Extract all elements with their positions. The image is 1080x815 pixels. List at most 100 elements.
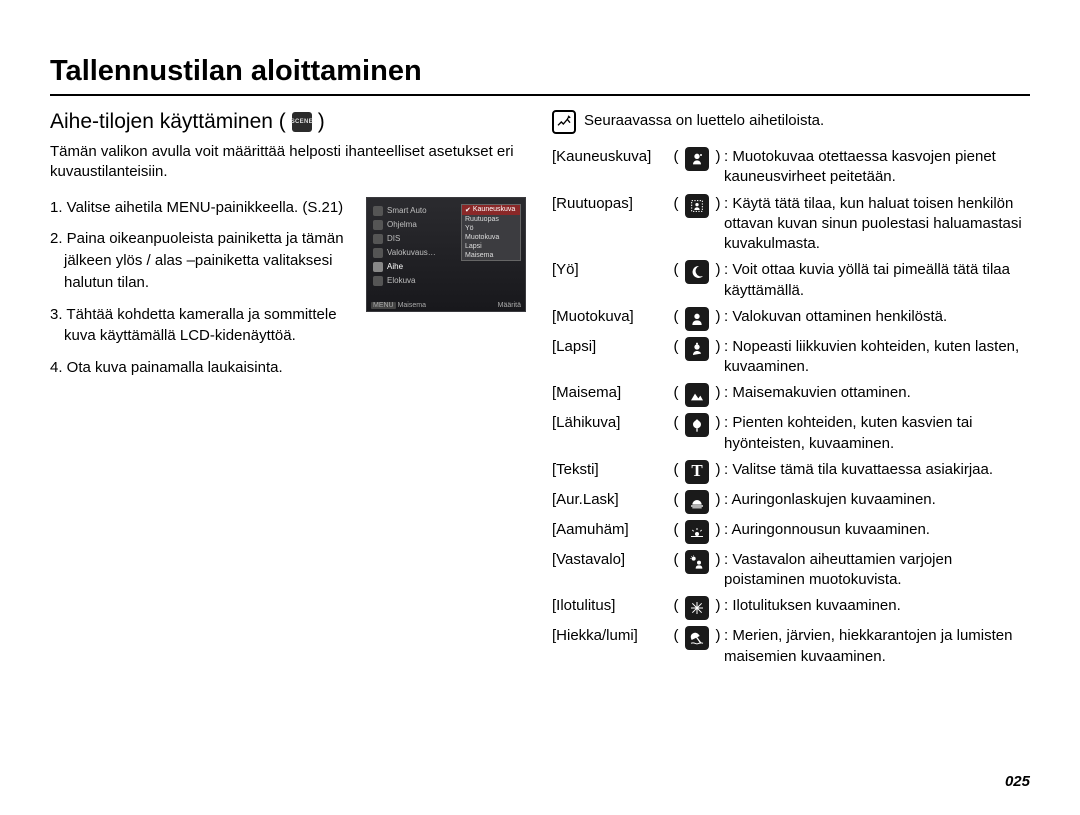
scene-description: : Voit ottaa kuvia yöllä tai pimeällä tä… [724,257,1030,304]
scene-row: [Vastavalo](): Vastavalon aiheuttamien v… [552,547,1030,594]
scene-icon-portrait [685,307,709,331]
scene-icon-guide [685,194,709,218]
paren-close: ) [712,257,724,304]
scene-row: [Ilotulitus](): Ilotulituksen kuvaaminen… [552,593,1030,623]
paren-close: ) [712,487,724,517]
paren-close: ) [712,457,724,487]
paren-open: ( [670,593,682,623]
ss-foot-left: Maisema [398,302,426,309]
ss-menu-hdr: Kauneuskuva [473,206,515,213]
ss-left-5: Elokuva [387,276,415,285]
scene-icon-closeup [685,413,709,437]
scene-row: [Hiekka/lumi](): Merien, järvien, hiekka… [552,623,1030,670]
scene-modes-table: [Kauneuskuva](): Muotokuvaa otettaessa k… [552,144,1030,670]
step-1: 1. Valitse aihetila MENU-painikkeella. (… [50,197,360,219]
scene-icon-night [685,260,709,284]
ss-menu-0: Ruutuopas [462,215,520,224]
step-2: 2. Paina oikeanpuoleista painiketta ja t… [50,228,360,293]
right-column: Seuraavassa on luettelo aihetiloista. [K… [552,110,1030,670]
page-number: 025 [1005,773,1030,790]
paren-open: ( [670,410,682,457]
paren-close: ) [712,547,724,594]
scene-label: [Hiekka/lumi] [552,623,670,670]
scene-label: [Aur.Lask] [552,487,670,517]
scene-icon-beauty [685,147,709,171]
scene-row: [Lapsi](): Nopeasti liikkuvien kohteiden… [552,334,1030,381]
ss-left-0: Smart Auto [387,206,427,215]
scene-label: [Vastavalo] [552,547,670,594]
scene-label: [Yö] [552,257,670,304]
paren-close: ) [712,304,724,334]
scene-label: [Lapsi] [552,334,670,381]
scene-icon-child [685,337,709,361]
scene-row: [Maisema](): Maisemakuvien ottaminen. [552,380,1030,410]
ss-menu-2: Muotokuva [462,233,520,242]
ss-menu-4: Maisema [462,251,520,260]
left-column: Aihe-tilojen käyttäminen ( SCENE ) Tämän… [50,110,530,670]
scene-description: : Ilotulituksen kuvaaminen. [724,593,1030,623]
paren-open: ( [670,457,682,487]
paren-open: ( [670,304,682,334]
scene-description: : Pienten kohteiden, kuten kasvien tai h… [724,410,1030,457]
paren-close: ) [712,144,724,191]
subtitle-close: ) [318,110,325,134]
paren-open: ( [670,144,682,191]
scene-description: : Valitse tämä tila kuvattaessa asiakirj… [724,457,1030,487]
scene-icon-sunset [685,490,709,514]
scene-row: [Teksti](T): Valitse tämä tila kuvattaes… [552,457,1030,487]
scene-description: : Auringonnousun kuvaaminen. [724,517,1030,547]
paren-open: ( [670,257,682,304]
ss-left-4: Aihe [387,262,403,271]
scene-icon-dawn [685,520,709,544]
scene-description: : Käytä tätä tilaa, kun haluat toisen he… [724,191,1030,258]
section-subtitle: Aihe-tilojen käyttäminen ( SCENE ) [50,110,530,134]
note-icon [552,110,576,134]
scene-label: [Muotokuva] [552,304,670,334]
scene-label: [Ilotulitus] [552,593,670,623]
ss-menu-1: Yö [462,224,520,233]
ss-left-3: Valokuvaus… [387,248,436,257]
paren-open: ( [670,380,682,410]
scene-row: [Ruutuopas](): Käytä tätä tilaa, kun hal… [552,191,1030,258]
scene-description: : Nopeasti liikkuvien kohteiden, kuten l… [724,334,1030,381]
scene-description: : Merien, järvien, hiekkarantojen ja lum… [724,623,1030,670]
scene-label: [Teksti] [552,457,670,487]
paren-open: ( [670,334,682,381]
scene-description: : Valokuvan ottaminen henkilöstä. [724,304,1030,334]
note-text: Seuraavassa on luettelo aihetiloista. [584,110,824,129]
scene-description: : Auringonlaskujen kuvaaminen. [724,487,1030,517]
ss-submenu: ✔Kauneuskuva Ruutuopas Yö Muotokuva Laps… [461,204,521,261]
page-title: Tallennustilan aloittaminen [50,55,1030,96]
scene-mode-icon: SCENE [292,112,312,132]
scene-description: : Muotokuvaa otettaessa kasvojen pienet … [724,144,1030,191]
paren-close: ) [712,623,724,670]
scene-row: [Yö](): Voit ottaa kuvia yöllä tai pimeä… [552,257,1030,304]
subtitle-text: Aihe-tilojen käyttäminen ( [50,110,286,134]
scene-label: [Lähikuva] [552,410,670,457]
scene-row: [Kauneuskuva](): Muotokuvaa otettaessa k… [552,144,1030,191]
ss-left-1: Ohjelma [387,220,417,229]
scene-icon-beach [685,626,709,650]
scene-label: [Aamuhäm] [552,517,670,547]
paren-close: ) [712,410,724,457]
ss-menu-3: Lapsi [462,242,520,251]
paren-open: ( [670,191,682,258]
scene-label: [Kauneuskuva] [552,144,670,191]
ss-foot-right: Määritä [498,302,521,309]
paren-close: ) [712,593,724,623]
paren-open: ( [670,547,682,594]
step-4: 4. Ota kuva painamalla laukaisinta. [50,357,360,379]
scene-label: [Maisema] [552,380,670,410]
step-3: 3. Tähtää kohdetta kameralla ja sommitte… [50,304,360,348]
paren-close: ) [712,517,724,547]
paren-close: ) [712,191,724,258]
scene-label: [Ruutuopas] [552,191,670,258]
scene-icon-firework [685,596,709,620]
camera-lcd-screenshot: Smart Auto Ohjelma DIS Valokuvaus… Aihe … [366,197,526,312]
steps-list: 1. Valitse aihetila MENU-painikkeella. (… [50,197,360,389]
scene-row: [Aamuhäm](): Auringonnousun kuvaaminen. [552,517,1030,547]
paren-open: ( [670,623,682,670]
paren-close: ) [712,334,724,381]
scene-description: : Vastavalon aiheuttamien varjojen poist… [724,547,1030,594]
paren-close: ) [712,380,724,410]
